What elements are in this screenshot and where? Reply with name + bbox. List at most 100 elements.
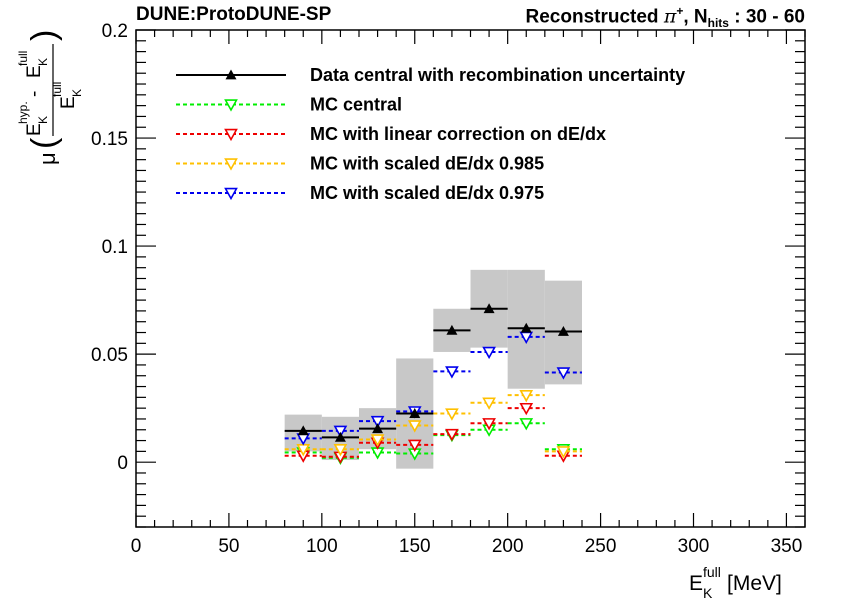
svg-text:E: E <box>24 123 45 136</box>
legend-entry-2: MC with linear correction on dE/dx <box>176 124 606 144</box>
y-tick-label: 0.05 <box>91 345 128 366</box>
svg-text:(: ( <box>25 137 63 149</box>
svg-text:K: K <box>70 89 84 97</box>
svg-text:): ) <box>25 30 63 41</box>
title-prefix: Reconstructed <box>525 6 664 28</box>
svg-text:full: full <box>16 51 30 66</box>
legend-marker-3 <box>224 158 238 171</box>
series-layer <box>284 303 582 465</box>
legend-label-3: MC with scaled dE/dx 0.985 <box>310 154 544 174</box>
ylabel-num-e1: E <box>24 123 45 136</box>
ylabel-num-sub2: K <box>36 58 50 66</box>
uncertainty-band-layer <box>284 269 582 469</box>
series-0-point-7 <box>557 325 569 336</box>
series-4-point-2 <box>370 415 385 429</box>
x-tick-label: 200 <box>492 536 524 557</box>
title-nhits-sub: hits <box>707 16 729 31</box>
ylabel-num-e2: E <box>24 65 45 78</box>
y-axis-label: μ ( E K hyp. - E K full E K full ) <box>16 30 84 165</box>
y-tick-label: 0.15 <box>91 129 128 150</box>
xlabel-sup: full <box>703 564 721 580</box>
series-2-point-6 <box>519 402 534 416</box>
svg-text:E: E <box>24 65 45 78</box>
series-4-point-4 <box>445 366 459 379</box>
title-charge: + <box>676 4 684 18</box>
series-3 <box>284 389 582 459</box>
series-4-point-1 <box>333 425 348 438</box>
series-2-point-4 <box>445 428 459 442</box>
legend-entry-4: MC with scaled dE/dx 0.975 <box>176 183 544 203</box>
series-0-point-5 <box>483 303 495 314</box>
series-0-point-4 <box>446 324 458 335</box>
x-tick-label: 350 <box>771 536 803 557</box>
series-4-point-5 <box>482 346 496 360</box>
x-tick-label: 300 <box>678 536 710 557</box>
x-tick-label: 0 <box>131 536 142 557</box>
legend-label-1: MC central <box>310 95 402 115</box>
legend: Data central with recombination uncertai… <box>176 65 685 203</box>
legend-marker-4 <box>224 187 238 201</box>
ylabel-num-sup1: hyp. <box>16 101 30 124</box>
series-3-point-5 <box>482 397 496 410</box>
legend-entry-3: MC with scaled dE/dx 0.985 <box>176 154 544 174</box>
svg-text:E: E <box>58 96 79 109</box>
series-0-point-0 <box>297 425 309 436</box>
series-0-point-2 <box>372 423 384 434</box>
series-2 <box>284 402 582 464</box>
legend-entry-1: MC central <box>176 95 402 115</box>
svg-text:hyp.: hyp. <box>16 101 30 124</box>
svg-text:full: full <box>50 82 64 97</box>
ylabel-den-e: E <box>58 96 79 109</box>
legend-marker-1 <box>224 99 238 112</box>
series-4 <box>284 331 582 446</box>
series-0-point-6 <box>520 322 532 333</box>
series-0 <box>284 303 582 442</box>
ylabel-num-minus: - <box>24 91 45 97</box>
svg-text:-: - <box>24 91 45 97</box>
ylabel-den-sub: K <box>70 89 84 97</box>
y-tick-label: 0 <box>117 453 128 474</box>
y-tick-label: 0.2 <box>102 21 128 42</box>
legend-label-0: Data central with recombination uncertai… <box>310 65 685 85</box>
ylabel-num-sup2: full <box>16 51 30 66</box>
chart-title-right: Reconstructed π+, Nhits : 30 - 60 <box>526 4 806 30</box>
x-axis-label: E K full [MeV] <box>689 564 782 601</box>
x-tick-label: 50 <box>218 536 239 557</box>
chart-title-left: DUNE:ProtoDUNE-SP <box>136 4 332 25</box>
legend-marker-2 <box>224 128 238 142</box>
svg-text:K: K <box>36 58 50 66</box>
y-tick-label: 0.1 <box>102 237 128 258</box>
svg-text:[MeV]: [MeV] <box>727 572 782 595</box>
legend-label-2: MC with linear correction on dE/dx <box>310 124 606 144</box>
svg-text:K: K <box>703 585 713 601</box>
title-suffix: : 30 - 60 <box>728 6 805 28</box>
xlabel-main: E <box>689 572 703 595</box>
ylabel-den-sup: full <box>50 82 64 97</box>
series-4-point-7 <box>556 367 571 380</box>
series-3-point-1 <box>333 444 348 457</box>
svg-text:full: full <box>703 564 721 580</box>
series-3-point-3 <box>407 420 422 433</box>
x-tick-label: 250 <box>585 536 617 557</box>
series-3-point-7 <box>556 446 571 459</box>
legend-label-4: MC with scaled dE/dx 0.975 <box>310 183 544 203</box>
series-2-point-5 <box>482 418 496 431</box>
svg-text:μ: μ <box>35 152 60 165</box>
series-2-point-3 <box>407 439 422 453</box>
xlabel-sub: K <box>703 585 713 601</box>
svg-text:E: E <box>689 572 703 595</box>
xlabel-unit: [MeV] <box>727 572 782 595</box>
series-1-point-6 <box>519 418 534 431</box>
legend-entry-0: Data central with recombination uncertai… <box>176 65 685 85</box>
svg-text:K: K <box>36 116 50 124</box>
x-tick-label: 150 <box>399 536 431 557</box>
ticks-layer: 0 50 100 150 200 250 300 350 0 0.05 0.1 0.15 0.2 <box>91 21 806 557</box>
title-mid: , N <box>683 6 708 28</box>
series-3-point-4 <box>445 408 459 421</box>
title-particle: π <box>663 5 677 28</box>
series-0-point-1 <box>334 431 346 442</box>
x-tick-label: 100 <box>306 536 338 557</box>
series-3-point-6 <box>519 389 534 403</box>
ylabel-num-sub1: K <box>36 116 50 124</box>
